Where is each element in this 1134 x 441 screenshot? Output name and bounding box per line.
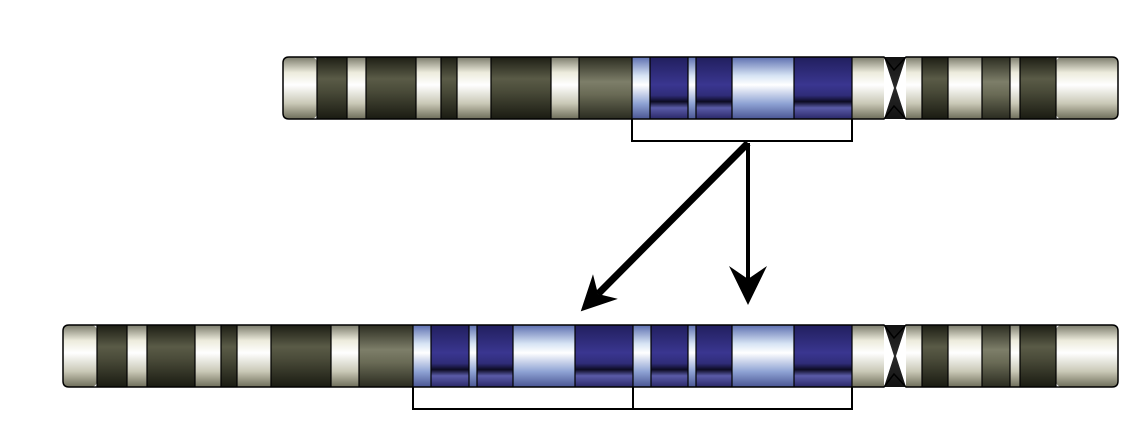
band	[688, 325, 696, 387]
duplicated-q-arm	[906, 325, 1118, 387]
original-outline	[282, 56, 1119, 120]
band	[1056, 325, 1118, 387]
band	[632, 57, 650, 119]
band	[457, 57, 491, 119]
duplicated-band-dividers	[96, 325, 1057, 387]
band	[477, 325, 513, 387]
duplicated-outline	[62, 324, 1119, 388]
original-band-dividers	[316, 57, 1057, 119]
band	[431, 325, 469, 387]
duplicated-centromere	[884, 325, 906, 387]
copy-2-bracket	[633, 387, 853, 410]
band	[794, 57, 852, 119]
band	[1056, 57, 1118, 119]
band	[732, 325, 794, 387]
band	[283, 57, 317, 119]
band	[575, 325, 633, 387]
band	[441, 57, 457, 119]
band	[948, 325, 982, 387]
band	[732, 57, 794, 119]
band	[127, 325, 147, 387]
band	[982, 57, 1010, 119]
band	[221, 325, 237, 387]
copy-1-bracket	[412, 387, 634, 410]
duplicate-copy-1	[413, 325, 633, 387]
band	[63, 325, 97, 387]
band	[1020, 325, 1056, 387]
original-segment-bracket	[631, 119, 853, 142]
band	[347, 57, 366, 119]
band	[852, 57, 884, 119]
band	[366, 57, 416, 119]
duplicated-p-arm	[63, 325, 884, 387]
original-chromosome	[282, 56, 1119, 142]
duplicate-copy-2	[633, 325, 852, 387]
band	[331, 325, 359, 387]
band	[650, 57, 688, 119]
original-p-arm	[283, 57, 884, 119]
band	[271, 325, 331, 387]
band	[651, 325, 688, 387]
band	[688, 57, 696, 119]
band	[1010, 57, 1020, 119]
band	[948, 57, 982, 119]
band	[317, 57, 347, 119]
arrow-to-copy-1	[580, 140, 751, 312]
band	[513, 325, 575, 387]
band	[413, 325, 431, 387]
arrow-head-copy-2	[729, 266, 767, 305]
band	[551, 57, 579, 119]
band	[97, 325, 127, 387]
band	[794, 325, 852, 387]
band	[1020, 57, 1056, 119]
band	[696, 57, 732, 119]
band	[922, 57, 948, 119]
band	[491, 57, 551, 119]
band	[922, 325, 948, 387]
band	[906, 325, 922, 387]
band	[852, 325, 884, 387]
band	[579, 57, 632, 119]
band	[906, 57, 922, 119]
band	[633, 325, 651, 387]
band	[195, 325, 221, 387]
duplicated-chromosome	[62, 324, 1119, 410]
duplication-arrows	[580, 140, 767, 312]
band	[469, 325, 477, 387]
band	[416, 57, 441, 119]
band	[147, 325, 195, 387]
original-q-arm	[906, 57, 1118, 119]
band	[696, 325, 732, 387]
band	[237, 325, 271, 387]
band	[359, 325, 413, 387]
original-centromere	[884, 57, 906, 119]
band	[982, 325, 1010, 387]
band	[1010, 325, 1020, 387]
original-duplicated-segment	[632, 57, 852, 119]
